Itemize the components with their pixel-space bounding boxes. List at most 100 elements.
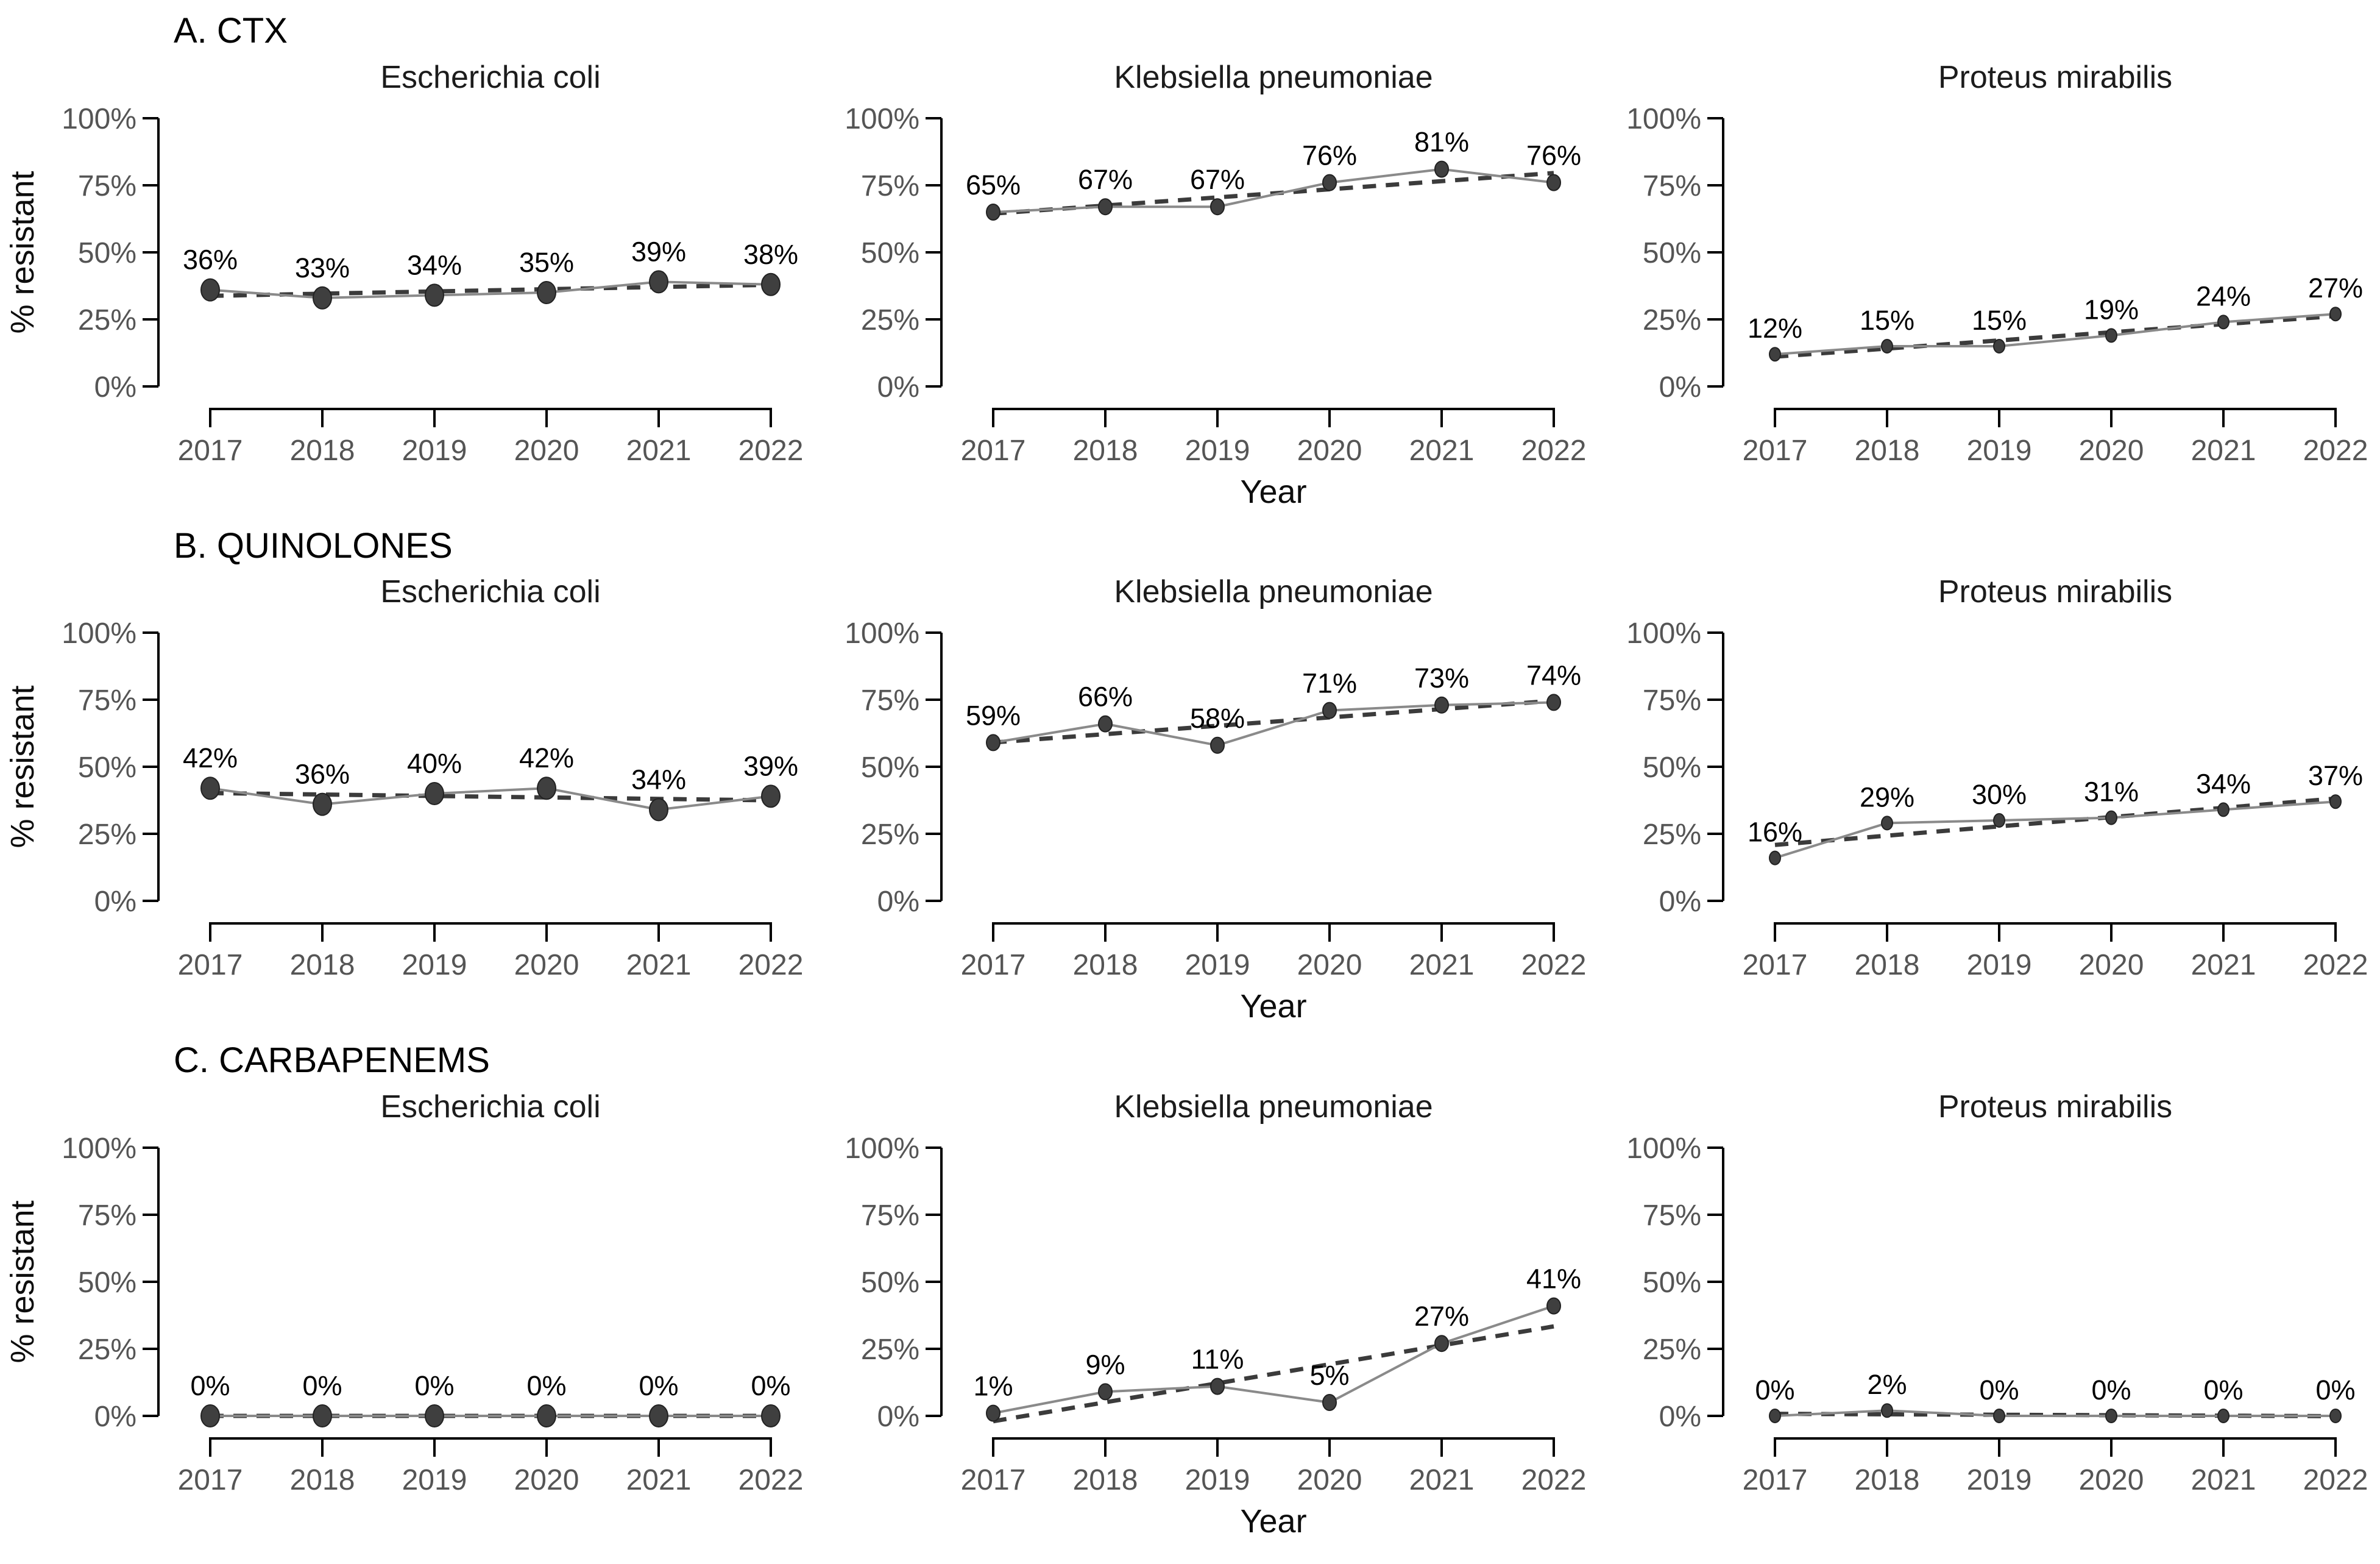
x-tick-label: 2020	[2079, 1464, 2144, 1496]
x-axis	[992, 922, 1555, 942]
data-point-label: 0%	[2091, 1374, 2131, 1406]
data-point-label: 0%	[2315, 1374, 2355, 1406]
y-tick-label: 50%	[1643, 752, 1701, 784]
x-tick-label: 2017	[961, 949, 1026, 981]
y-tick-label: 25%	[861, 304, 919, 336]
data-point	[2217, 802, 2229, 817]
x-tick-label: 2018	[1073, 949, 1138, 981]
x-tick-label: 2017	[1743, 949, 1808, 981]
x-axis-title: Year	[1240, 988, 1306, 1025]
x-tick-label: 2022	[2303, 1464, 2368, 1496]
data-point-label: 0%	[751, 1370, 790, 1401]
data-point-label: 0%	[1755, 1374, 1794, 1406]
x-tick-label: 2020	[1297, 435, 1362, 467]
x-tick-label: 2018	[290, 1464, 355, 1496]
y-axis	[1707, 116, 1724, 388]
data-point	[1769, 346, 1781, 361]
data-point-label: 67%	[1190, 164, 1245, 195]
x-tick-label: 2021	[2191, 1464, 2256, 1496]
x-tick-label: 2020	[1297, 949, 1362, 981]
panels-carbapenems: Escherichia coli 0% 25% 50% 75% 100% 2017 2018 2…	[0, 1084, 2380, 1540]
data-point-label: 34%	[2196, 769, 2251, 800]
y-tick-label: 100%	[845, 102, 919, 135]
y-tick-label: 50%	[78, 236, 136, 269]
x-tick-label: 2021	[626, 949, 692, 981]
data-point-label: 38%	[743, 238, 798, 269]
x-tick-label: 2018	[290, 435, 355, 467]
y-tick-label: 100%	[1626, 102, 1701, 135]
y-tick-label: 100%	[62, 1132, 136, 1165]
data-point-label: 27%	[2308, 272, 2363, 304]
data-point	[986, 1404, 1001, 1422]
x-tick-label: 2022	[2303, 435, 2368, 467]
data-point-label: 31%	[2084, 777, 2139, 808]
data-point	[1769, 1409, 1781, 1424]
trend-line	[1774, 313, 2336, 359]
y-tick-label: 50%	[78, 1267, 136, 1299]
y-tick-label: 50%	[78, 752, 136, 784]
y-axis	[143, 1146, 160, 1418]
x-axis	[209, 922, 772, 942]
y-tick-label: 75%	[861, 684, 919, 717]
y-axis	[143, 631, 160, 903]
x-tick-label: 2022	[1521, 435, 1587, 467]
x-tick-label: 2018	[290, 949, 355, 981]
x-tick-label: 2019	[1967, 949, 2032, 981]
panel-title: Escherichia coli	[380, 60, 600, 95]
y-axis-title: % resistant	[4, 1201, 41, 1363]
data-point	[2105, 1409, 2117, 1424]
y-tick-label: 25%	[1643, 819, 1701, 851]
y-tick-label: 25%	[1643, 304, 1701, 336]
y-tick-label: 100%	[845, 1132, 919, 1165]
y-axis	[143, 116, 160, 388]
data-point	[425, 283, 444, 307]
chart-panel-klebsiella-pneumoniae: Klebsiella pneumoniae 0% 25% 50% 75% 100% 2017…	[845, 1089, 1586, 1540]
y-tick-label: 100%	[845, 617, 919, 650]
x-axis	[992, 407, 1555, 427]
data-point-label: 11%	[1191, 1344, 1244, 1375]
data-point	[200, 1404, 220, 1428]
y-axis	[926, 116, 943, 388]
chart-panel-klebsiella-pneumoniae: Klebsiella pneumoniae 0% 25% 50% 75% 100% 2017…	[845, 574, 1586, 1025]
y-tick-label: 0%	[1659, 371, 1701, 403]
panel-row-quinolones: B. QUINOLONES Escherichia coli 0% 25% 50% 75…	[0, 526, 2380, 1025]
x-tick-label: 2017	[1743, 1464, 1808, 1496]
x-tick-label: 2021	[626, 435, 692, 467]
data-point	[1434, 697, 1449, 714]
data-point-label: 27%	[1414, 1301, 1469, 1332]
y-tick-label: 75%	[78, 169, 136, 202]
y-tick-label: 75%	[1643, 1200, 1701, 1232]
data-point	[2105, 810, 2117, 825]
y-axis-title: % resistant	[4, 171, 41, 333]
x-tick-label: 2021	[1409, 1464, 1475, 1496]
data-point	[1546, 1297, 1561, 1315]
chart-panel-proteus-mirabilis: Proteus mirabilis 0% 25% 50% 75% 100% 2017 2018…	[1626, 1089, 2368, 1496]
y-tick-label: 0%	[94, 1401, 136, 1433]
x-tick-label: 2019	[1185, 1464, 1250, 1496]
x-tick-label: 2018	[1855, 949, 1920, 981]
y-tick-label: 75%	[861, 1200, 919, 1232]
x-tick-label: 2017	[178, 949, 243, 981]
data-point	[1993, 1409, 2005, 1424]
panel-title: Proteus mirabilis	[1938, 60, 2172, 95]
data-point	[986, 734, 1001, 752]
y-axis	[1707, 631, 1724, 903]
series-line	[1774, 1409, 2336, 1418]
x-tick-label: 2018	[1073, 1464, 1138, 1496]
data-point	[200, 278, 220, 302]
series-line	[993, 1304, 1554, 1415]
data-point-label: 36%	[183, 244, 238, 275]
data-point-label: 74%	[1526, 660, 1581, 691]
x-tick-label: 2017	[1743, 435, 1808, 467]
y-tick-label: 75%	[1643, 169, 1701, 202]
y-tick-label: 100%	[1626, 1132, 1701, 1165]
data-point	[1881, 816, 1893, 831]
x-tick-label: 2022	[2303, 949, 2368, 981]
y-tick-label: 75%	[1643, 684, 1701, 717]
trend-line	[210, 791, 771, 803]
x-tick-label: 2018	[1855, 1464, 1920, 1496]
chart-panel-escherichia-coli: Escherichia coli 0% 25% 50% 75% 100% 2017 2018 2…	[4, 574, 803, 981]
panel-row-carbapenems: C. CARBAPENEMS Escherichia coli 0% 25% 50% 7…	[0, 1040, 2380, 1540]
data-point-label: 2%	[1867, 1369, 1907, 1400]
data-point-label: 34%	[407, 249, 462, 280]
